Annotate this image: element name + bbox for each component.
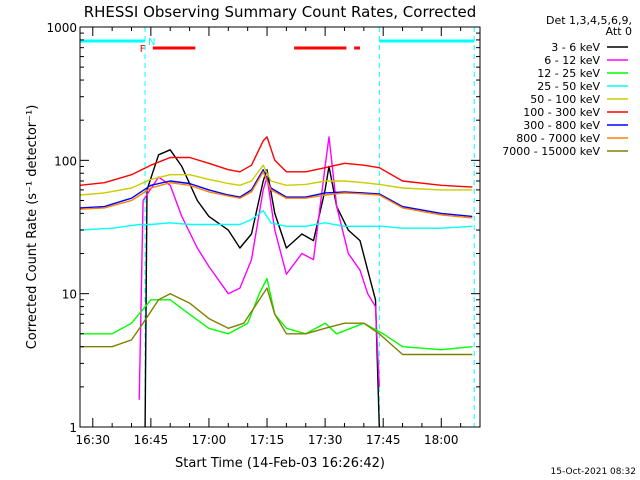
x-tick-label: 17:00: [192, 433, 227, 447]
x-tick-label: 17:30: [308, 433, 343, 447]
timestamp: 15-Oct-2021 08:32: [551, 467, 636, 477]
x-tick-label: 17:15: [250, 433, 285, 447]
night-flag-label: N: [148, 37, 155, 48]
legend-label: 7000 - 15000 keV: [502, 145, 600, 158]
x-tick-label: 17:45: [366, 433, 401, 447]
x-tick-label: 18:00: [424, 433, 459, 447]
legend-header-line: Att 0: [606, 25, 632, 38]
y-tick-label: 1000: [46, 21, 77, 35]
x-tick-label: 16:45: [134, 433, 169, 447]
x-tick-label: 16:30: [75, 433, 110, 447]
legend-label: 300 - 800 keV: [523, 119, 600, 132]
legend-label: 100 - 300 keV: [523, 106, 600, 119]
legend-label: 50 - 100 keV: [530, 93, 600, 106]
flare-flag-label: F: [140, 44, 146, 55]
y-tick-label: 10: [62, 288, 77, 302]
y-tick-label: 100: [54, 154, 77, 168]
legend-label: 12 - 25 keV: [537, 67, 600, 80]
chart-title: RHESSI Observing Summary Count Rates, Co…: [84, 3, 477, 21]
legend-label: 800 - 7000 keV: [516, 132, 600, 145]
x-axis-label: Start Time (14-Feb-03 16:26:42): [175, 456, 385, 471]
y-axis-label: Corrected Count Rate (s⁻¹ detector⁻¹): [25, 105, 40, 350]
legend-label: 25 - 50 keV: [537, 80, 600, 93]
legend-label: 3 - 6 keV: [551, 41, 600, 54]
legend-label: 6 - 12 keV: [544, 54, 600, 67]
